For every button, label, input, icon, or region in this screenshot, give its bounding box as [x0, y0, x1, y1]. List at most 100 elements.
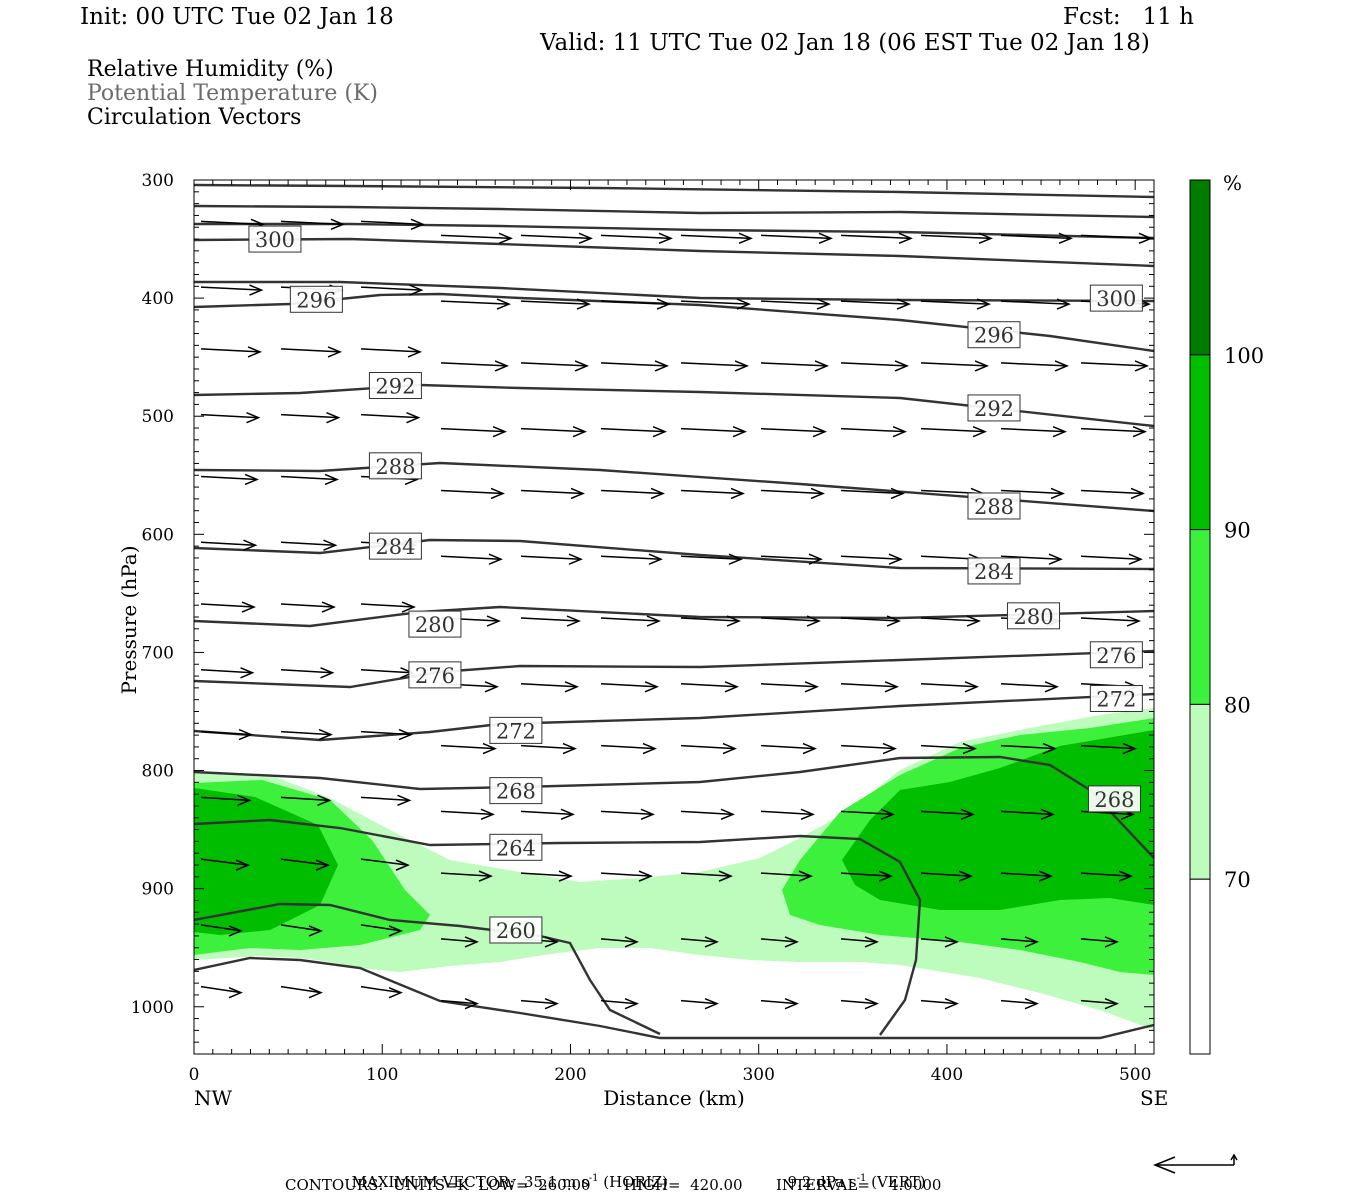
theta-contour-label: 272 — [1096, 687, 1136, 711]
vector-head — [1056, 298, 1071, 310]
vector-head — [816, 298, 831, 310]
x-tick-label: 100 — [366, 1065, 398, 1085]
x-tick-label: 300 — [742, 1065, 774, 1085]
vector-shaft — [760, 810, 814, 816]
vector-shaft — [520, 744, 576, 750]
vector-shaft — [200, 603, 255, 608]
vector-shaft — [920, 427, 986, 433]
vector-head — [1058, 232, 1073, 245]
vector-shaft — [520, 234, 592, 240]
vector-head — [1118, 870, 1133, 882]
vector-head — [798, 870, 813, 882]
vector-shaft — [520, 489, 584, 495]
vector-head — [568, 553, 583, 565]
vector-head — [318, 728, 333, 741]
theta-contour-label: 284 — [375, 535, 415, 559]
y-tick-label: 700 — [142, 643, 174, 663]
vector-shaft — [600, 999, 638, 1005]
y-tick-label: 500 — [142, 407, 174, 427]
vector-shaft — [360, 348, 421, 353]
vector-shaft — [1000, 234, 1072, 240]
vector-shaft — [520, 362, 588, 367]
vector-head — [1054, 360, 1069, 372]
vector-shaft — [760, 489, 824, 495]
colorbar: 100 90 80 70 — [1189, 179, 1264, 1055]
vector-shaft — [360, 924, 402, 932]
theta-contour-label: 272 — [496, 719, 536, 743]
x-axis-title: Distance (km) — [603, 1086, 745, 1110]
vector-head — [800, 808, 815, 821]
colorbar-level-label: 70 — [1224, 868, 1251, 892]
vector-head — [958, 870, 973, 882]
vector-shaft — [920, 872, 972, 877]
vector-shaft — [520, 999, 558, 1005]
vector-shaft — [760, 744, 816, 750]
vector-shaft — [280, 796, 330, 802]
vector-head — [864, 997, 879, 1010]
vector-shaft — [680, 744, 736, 750]
vector-head — [724, 681, 739, 693]
vector-head — [784, 997, 799, 1010]
theta-contour-label: 300 — [255, 228, 295, 252]
vector-shaft — [440, 872, 492, 877]
theta-contour-label: 292 — [974, 397, 1014, 421]
vector-head — [964, 681, 979, 693]
vector-head — [407, 346, 422, 358]
vector-head — [1044, 681, 1059, 693]
vector-shaft — [1000, 555, 1062, 560]
vector-head — [330, 218, 345, 231]
theta-label-box — [489, 716, 543, 744]
theta-label-box — [368, 372, 422, 400]
vector-shaft — [1080, 555, 1142, 560]
vector-shaft — [600, 555, 662, 560]
vector-shaft — [1080, 872, 1132, 877]
rh-region-90-100-east — [842, 730, 1154, 910]
vector-head — [496, 298, 511, 310]
vector-shaft — [200, 286, 262, 291]
vector-shaft — [280, 220, 344, 226]
vector-head — [1050, 487, 1065, 500]
vector-head — [722, 742, 737, 755]
vector-shaft — [200, 348, 261, 353]
vector-head — [498, 232, 513, 245]
vector-head — [406, 411, 421, 424]
vector-shaft — [760, 427, 826, 433]
vector-head — [1138, 232, 1153, 245]
vector-head — [409, 284, 424, 296]
theta-label-box — [1089, 641, 1143, 669]
y-tick-label: 400 — [142, 289, 174, 309]
vector-shaft — [920, 810, 974, 816]
vector-shaft — [680, 810, 734, 816]
colorbar-segment — [1189, 354, 1211, 531]
vector-head — [976, 298, 991, 310]
vector-head — [464, 997, 479, 1010]
vector-head — [884, 681, 899, 693]
theta-contour — [194, 280, 1154, 303]
vector-head — [736, 298, 751, 310]
vector-head — [327, 346, 342, 358]
vector-head — [890, 487, 905, 500]
vector-head — [315, 859, 330, 871]
vector-shaft — [1000, 427, 1066, 433]
vector-head — [1128, 553, 1143, 565]
vector-head — [646, 615, 661, 627]
vector-shaft — [1080, 489, 1144, 495]
vector-shaft — [1080, 999, 1118, 1005]
theta-label-box — [368, 452, 422, 480]
vector-head — [544, 936, 559, 948]
vector-shaft — [760, 300, 830, 305]
vector-head — [570, 487, 585, 500]
vector-shaft — [440, 427, 506, 433]
theta-contour-label: 276 — [1096, 644, 1136, 668]
vector-head — [640, 808, 655, 821]
vector-head — [784, 936, 799, 948]
vector-shaft — [520, 872, 572, 877]
vector-shaft — [520, 683, 578, 688]
legend-theta-title: Potential Temperature (K) — [87, 81, 378, 106]
vector-shaft — [1000, 489, 1064, 495]
vector-shaft — [840, 872, 892, 877]
vector-head — [326, 411, 341, 424]
theta-label-box — [967, 321, 1021, 349]
vector-shaft — [360, 603, 415, 608]
theta-label-box — [967, 492, 1021, 520]
